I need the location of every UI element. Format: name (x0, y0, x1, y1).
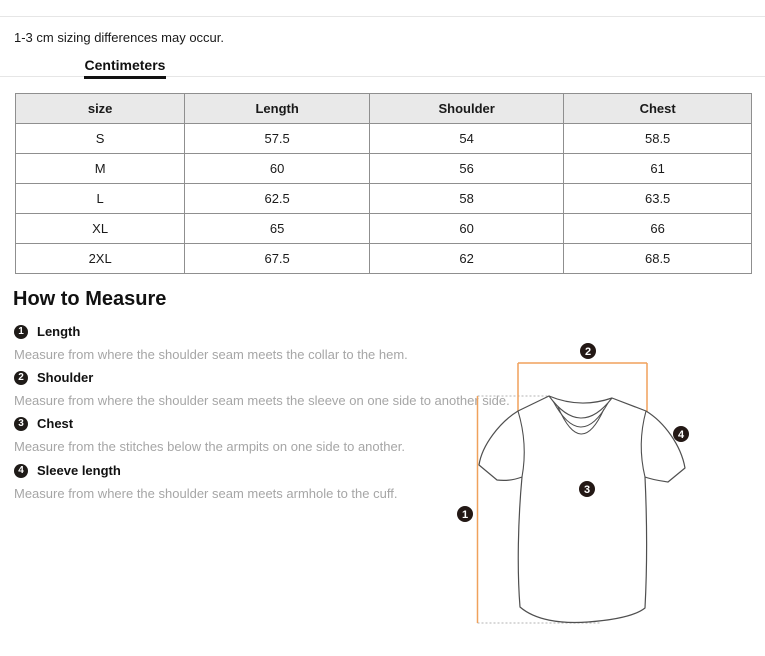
marker-4-number: 4 (678, 429, 685, 441)
size-table-header-row: size Length Shoulder Chest (14, 93, 752, 124)
measure-label-shoulder: Shoulder (37, 370, 94, 385)
armhole-seam-left (517, 410, 525, 478)
cell-shoulder: 60 (368, 213, 565, 244)
col-header-shoulder: Shoulder (368, 93, 565, 124)
cell-chest: 68.5 (563, 243, 752, 274)
measure-desc-shoulder: Measure from where the shoulder seam mee… (14, 393, 510, 408)
measure-item-length: 1 Length (14, 324, 80, 339)
armhole-seam-right (640, 410, 647, 478)
marker-3-number: 3 (584, 484, 590, 496)
measure-line-shoulder (517, 362, 648, 413)
cell-size: M (14, 153, 186, 184)
cell-chest: 66 (563, 213, 752, 244)
col-header-size: size (14, 93, 186, 124)
measure-item-sleeve-length: 4 Sleeve length (14, 463, 121, 478)
col-header-chest: Chest (563, 93, 752, 124)
marker-shoulder: 2 (580, 343, 596, 359)
marker-1-number: 1 (462, 509, 468, 521)
top-divider (0, 16, 765, 17)
table-row: M 60 56 61 (14, 153, 752, 184)
cell-size: L (14, 183, 186, 214)
measure-desc-chest: Measure from the stitches below the armp… (14, 439, 405, 454)
cell-shoulder: 62 (368, 243, 565, 274)
cell-shoulder: 58 (368, 183, 565, 214)
tab-centimeters[interactable]: Centimeters (84, 52, 166, 77)
measure-label-length: Length (37, 324, 81, 339)
marker-4-circle (673, 426, 689, 442)
collar-inner-line-2 (557, 406, 605, 435)
number-2-badge: 2 (14, 370, 28, 385)
marker-length: 1 (457, 506, 473, 522)
marker-chest: 3 (579, 481, 595, 497)
number-4-badge: 4 (14, 463, 28, 478)
cell-shoulder: 56 (368, 153, 565, 184)
measure-item-chest: 3 Chest (14, 416, 73, 431)
measure-label-chest: Chest (37, 416, 74, 431)
cell-length: 65 (184, 213, 370, 244)
cell-length: 67.5 (184, 243, 370, 274)
tshirt-measurement-diagram: 1 2 3 4 (457, 343, 689, 624)
cell-size: XL (14, 213, 186, 244)
number-1-badge: 1 (14, 324, 28, 339)
cell-chest: 63.5 (563, 183, 752, 214)
marker-3-circle (579, 481, 595, 497)
cell-length: 57.5 (184, 123, 370, 154)
sizing-note: 1-3 cm sizing differences may occur. (14, 30, 225, 45)
measure-desc-sleeve-length: Measure from where the shoulder seam mee… (14, 486, 398, 501)
measure-desc-length: Measure from where the shoulder seam mee… (14, 347, 408, 362)
tab-active-underline (84, 76, 166, 79)
marker-2-number: 2 (585, 346, 591, 358)
table-row: XL 65 60 66 (14, 213, 752, 244)
cell-chest: 61 (563, 153, 752, 184)
measure-label-sleeve-length: Sleeve length (37, 463, 121, 478)
cell-shoulder: 54 (368, 123, 565, 154)
collar-band-line (548, 395, 613, 419)
table-row: S 57.5 54 58.5 (14, 123, 752, 154)
table-row: 2XL 67.5 62 68.5 (14, 243, 752, 274)
number-3-badge: 3 (14, 416, 28, 431)
cell-length: 60 (184, 153, 370, 184)
col-header-length: Length (184, 93, 370, 124)
marker-1-circle (457, 506, 473, 522)
measure-item-shoulder: 2 Shoulder (14, 370, 93, 385)
table-row: L 62.5 58 63.5 (14, 183, 752, 214)
marker-2-circle (580, 343, 596, 359)
cell-size: 2XL (14, 243, 186, 274)
tabs-divider (0, 76, 765, 77)
marker-sleeve: 4 (673, 426, 689, 442)
how-to-measure-title: How to Measure (13, 288, 167, 310)
cell-length: 62.5 (184, 183, 370, 214)
tshirt-outline (478, 395, 686, 624)
size-table: size Length Shoulder Chest S 57.5 54 58.… (14, 93, 752, 274)
cell-chest: 58.5 (563, 123, 752, 154)
cell-size: S (14, 123, 186, 154)
